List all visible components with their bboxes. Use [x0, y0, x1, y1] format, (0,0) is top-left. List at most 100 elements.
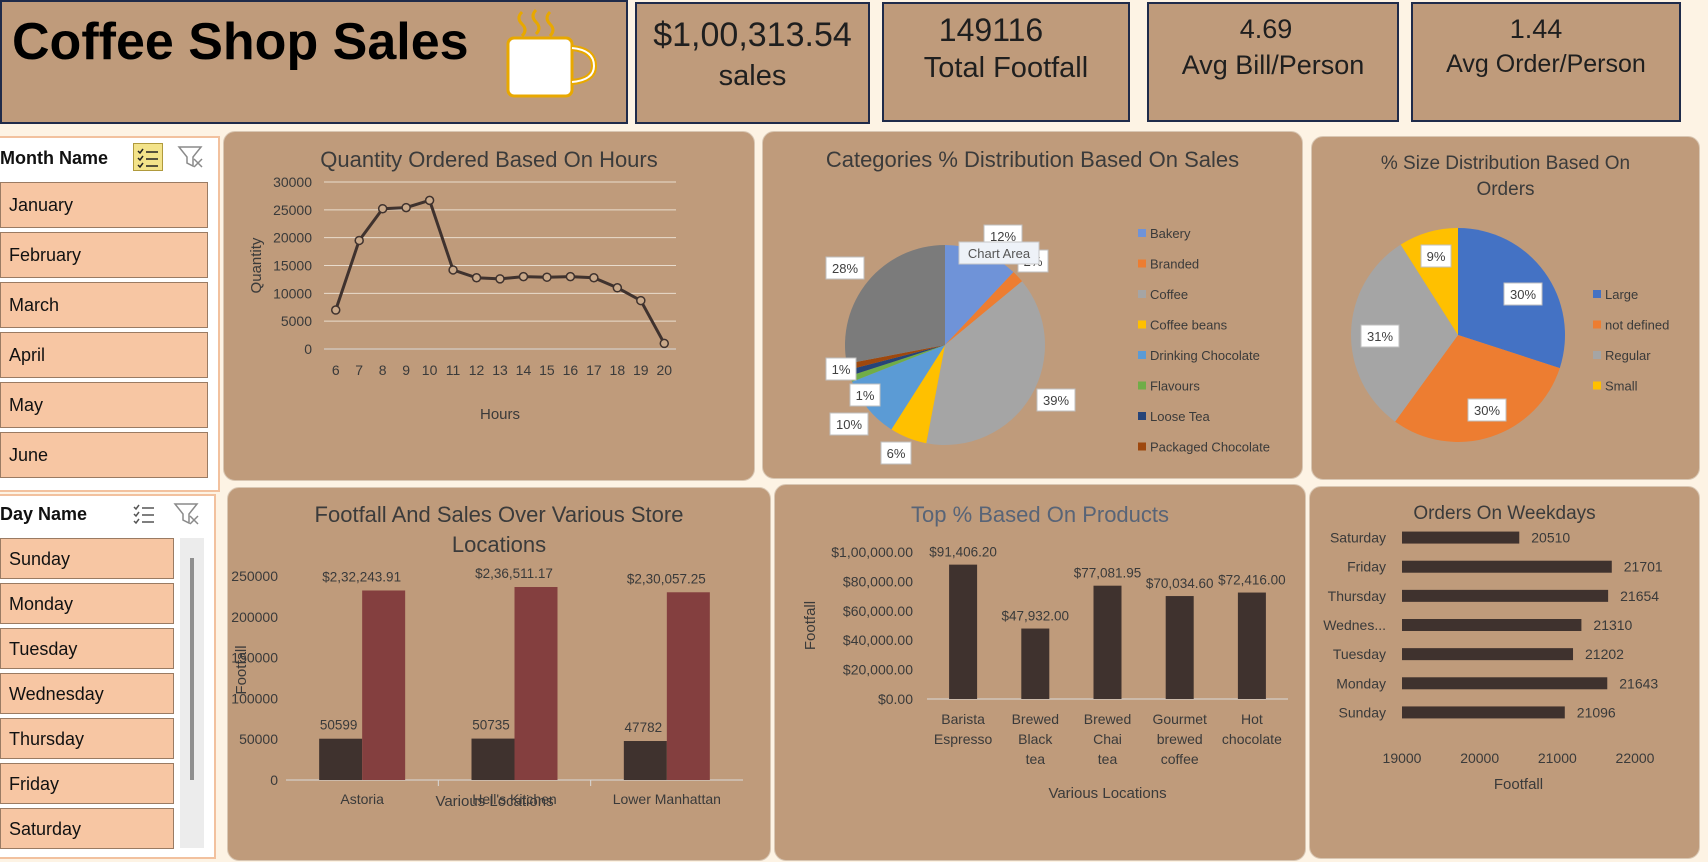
clear-filter-icon[interactable] — [176, 143, 206, 171]
products-bar-chart: $0.00 $20,000.00 $40,000.00 $60,000.00 $80,0… — [802, 544, 1288, 802]
bar — [1402, 619, 1582, 631]
x-tick-label: Black — [1018, 731, 1053, 747]
legend-label: Branded — [1150, 257, 1199, 272]
slicer-item-saturday[interactable]: Saturday — [0, 808, 174, 849]
pie-slice — [891, 345, 945, 444]
bar — [1402, 589, 1609, 602]
slicer-item-march[interactable]: March — [0, 282, 208, 328]
legend-swatch — [1138, 351, 1146, 359]
data-point — [448, 265, 458, 275]
slicer-item-thursday[interactable]: Thursday — [0, 718, 174, 759]
data-label: $2,30,057.25 — [627, 571, 706, 586]
chart-title: Categories % Distribution Based On Sales — [825, 147, 1240, 172]
x-tick-label: 18 — [610, 362, 626, 378]
chart-area-tooltip: Chart Area — [968, 246, 1031, 261]
bar — [1402, 677, 1608, 690]
clear-filter-icon[interactable] — [172, 500, 202, 528]
x-tick-label: brewed — [1157, 731, 1203, 747]
slicer-item-sunday[interactable]: Sunday — [0, 538, 174, 579]
data-label: $2,32,243.91 — [322, 569, 401, 584]
y-tick-label: Saturday — [1330, 530, 1386, 546]
data-point — [495, 274, 505, 284]
bar — [1402, 648, 1574, 661]
slicer-item-friday[interactable]: Friday — [0, 763, 174, 804]
kpi-footfall-label: Total Footfall — [923, 52, 1089, 84]
y-tick-label: 20000 — [273, 230, 312, 246]
chart-title: % Size Distribution Based On Orders — [1380, 153, 1631, 200]
data-label: 30% — [1510, 287, 1536, 302]
slicer-item-april[interactable]: April — [0, 332, 208, 378]
y-tick-label: 10000 — [273, 285, 312, 301]
kpi-avg-bill: 4.69 Avg Bill/Person — [1147, 2, 1399, 122]
bar — [1402, 531, 1520, 544]
kpi-avg-order-value: 1.44 — [1509, 14, 1563, 44]
pie-slice — [848, 345, 945, 376]
bar — [1402, 560, 1612, 573]
y-tick-label: 100000 — [231, 690, 278, 706]
slicer-item-june[interactable]: June — [0, 432, 208, 478]
scrollbar-thumb[interactable] — [190, 558, 194, 780]
x-tick-label: 11 — [446, 362, 461, 378]
x-tick-label: Brewed — [1084, 711, 1131, 727]
y-tick-label: $80,000.00 — [843, 573, 913, 589]
legend-label: Packaged Chocolate — [1150, 440, 1270, 455]
data-label: 39% — [1043, 393, 1069, 408]
legend-label: not defined — [1605, 318, 1669, 333]
categories-chart-panel: Categories % Distribution Based On Sales… — [762, 131, 1303, 479]
legend-swatch — [1593, 290, 1601, 298]
multi-select-icon[interactable] — [133, 143, 163, 171]
chart-title: Footfall And Sales Over Various Store Lo… — [314, 502, 684, 557]
data-point — [471, 272, 482, 283]
x-tick-label: Lower Manhattan — [613, 791, 721, 807]
legend-label: Loose Tea — [1150, 409, 1211, 424]
y-axis-title: Footfall — [802, 601, 819, 650]
x-tick-label: 19000 — [1383, 750, 1422, 766]
x-tick-label: 10 — [422, 362, 438, 378]
x-tick-label: Astoria — [340, 791, 384, 807]
pie-slice — [846, 345, 945, 370]
slicer-item-wednesday[interactable]: Wednesday — [0, 673, 174, 714]
day-slicer: Day Name Sunday Monday Tuesday Wednesday… — [0, 494, 216, 859]
y-tick-label: $20,000.00 — [843, 662, 913, 678]
data-label-box — [1360, 324, 1400, 348]
y-tick-label: 30000 — [273, 174, 312, 190]
y-tick-label: 150000 — [231, 650, 278, 666]
x-tick-label: Chai — [1093, 731, 1122, 747]
slicer-item-tuesday[interactable]: Tuesday — [0, 628, 174, 669]
pie-slice — [1395, 335, 1560, 442]
pie-slice — [926, 281, 1045, 445]
x-tick-label: Espresso — [934, 731, 993, 747]
kpi-footfall-value: 149116 — [938, 12, 1044, 48]
y-tick-label: 5000 — [281, 313, 312, 329]
pie-slice — [1351, 244, 1458, 422]
data-label: $47,932.00 — [1002, 609, 1070, 624]
legend-label: Coffee beans — [1150, 318, 1228, 333]
weekdays-bar-chart: Saturday 20510 Friday 21701 Thursday 21654 Wed… — [1323, 530, 1663, 793]
x-tick-label: 6 — [332, 362, 340, 378]
data-label: 6% — [887, 446, 906, 461]
x-tick-label: 15 — [539, 362, 555, 378]
slicer-item-may[interactable]: May — [0, 382, 208, 428]
data-label: $70,034.60 — [1146, 576, 1214, 591]
chart-title: Top % Based On Products — [910, 502, 1170, 527]
slicer-item-february[interactable]: February — [0, 232, 208, 278]
slicer-item-january[interactable]: January — [0, 182, 208, 228]
x-tick-label: 7 — [355, 362, 363, 378]
y-tick-label: Friday — [1347, 559, 1386, 575]
x-tick-label: Hell's Kitchen — [472, 791, 556, 807]
slicer-scrollbar[interactable] — [180, 538, 204, 848]
y-axis-title: Quantity — [248, 237, 265, 293]
data-label: 1% — [856, 388, 875, 403]
slicer-item-monday[interactable]: Monday — [0, 583, 174, 624]
data-label: 12% — [990, 229, 1016, 244]
data-point — [542, 272, 552, 282]
multi-select-icon[interactable] — [130, 500, 160, 528]
x-tick-label: 16 — [563, 362, 579, 378]
data-label: 50735 — [472, 718, 510, 733]
kpi-avg-bill-label: Avg Bill/Person — [1181, 50, 1365, 80]
legend-swatch — [1593, 351, 1601, 359]
data-point — [377, 203, 388, 214]
data-label: 47782 — [625, 720, 663, 735]
x-axis-title: Footfall — [1494, 776, 1543, 793]
data-label: 21643 — [1619, 675, 1658, 691]
